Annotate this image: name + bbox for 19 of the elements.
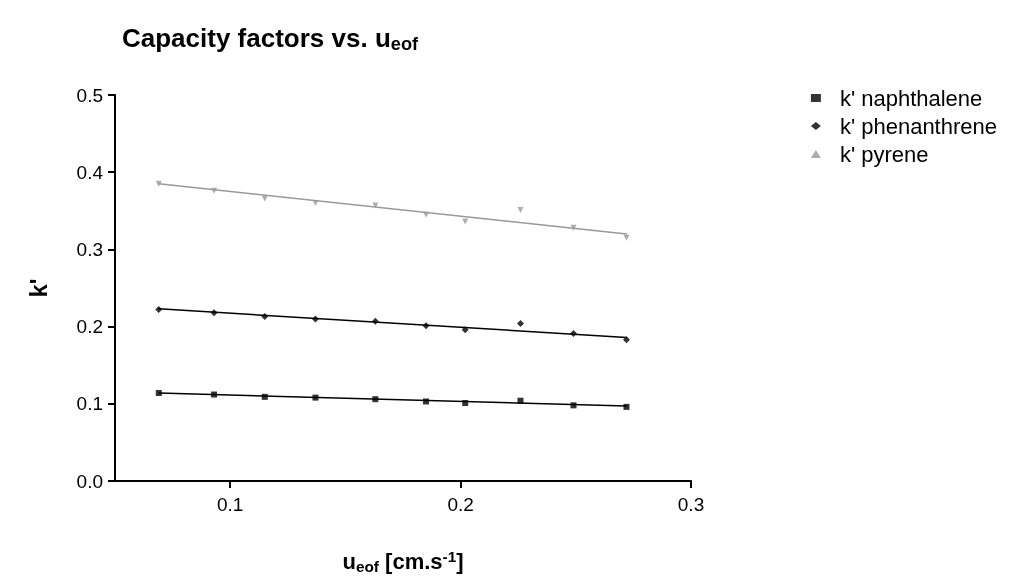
y-tick-label: 0.4 [76, 161, 104, 183]
legend-label: k' pyrene [839, 141, 929, 167]
point [622, 336, 630, 344]
x-tick-label: 0.3 [677, 494, 705, 515]
x-tick-label: 0.1 [216, 494, 244, 515]
point [623, 234, 630, 241]
y-tick-label: 0.2 [76, 316, 103, 338]
y-tick-label: 0.5 [76, 84, 103, 106]
x-tick-label: 0.2 [447, 494, 474, 515]
legend-label: k' phenanthrene [839, 113, 997, 139]
legend-label: k' naphthalene [839, 85, 983, 111]
chart-title: Capacity factors vs. ueof [122, 22, 419, 54]
y-tick-label: 0.3 [76, 238, 103, 260]
y-tick-label: 0.0 [76, 470, 103, 492]
point [517, 207, 524, 214]
y-axis-title: k' [24, 278, 52, 298]
y-tick-label: 0.1 [76, 393, 103, 415]
point [517, 320, 524, 328]
point [372, 202, 379, 209]
